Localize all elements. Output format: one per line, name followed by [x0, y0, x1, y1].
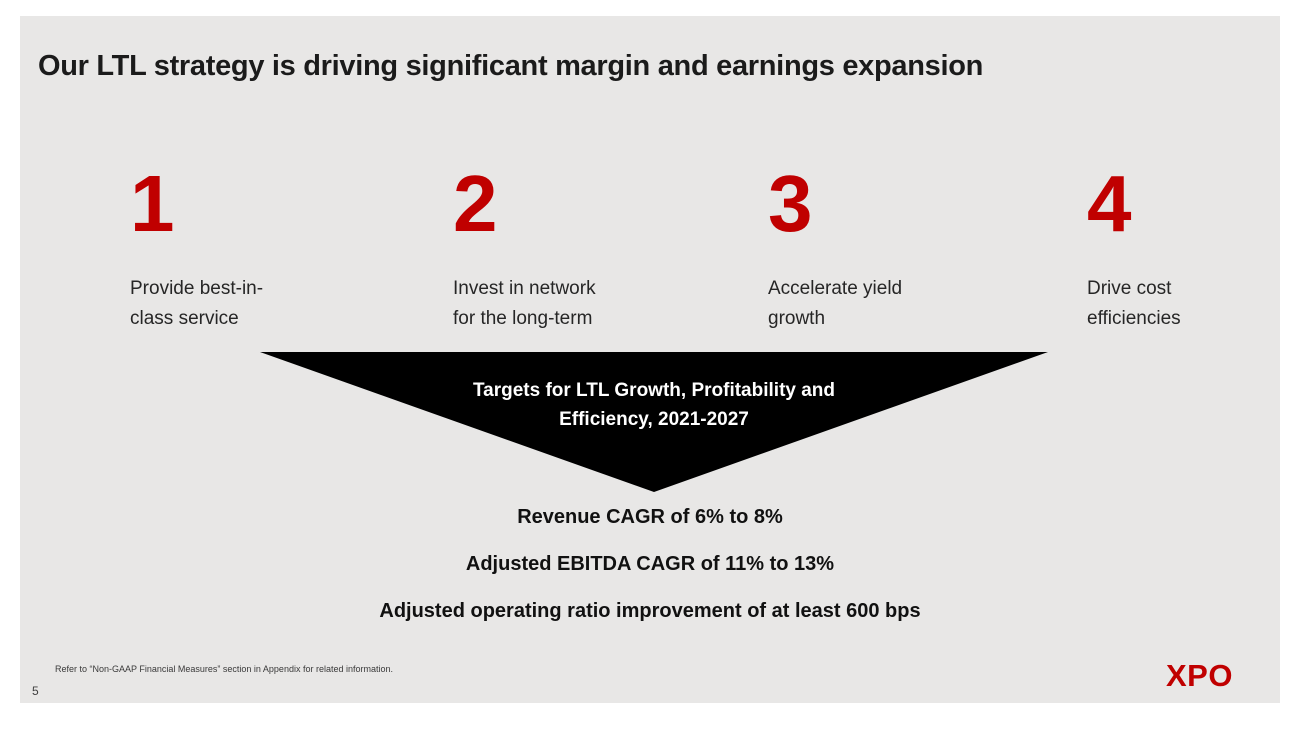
pillar-2-number: 2 — [453, 159, 498, 248]
pillar-3: 3 Accelerate yield growth — [768, 164, 1068, 334]
pillar-2: 2 Invest in network for the long-term — [453, 164, 753, 334]
pillar-1-label-line1: Provide best-in- — [130, 278, 264, 299]
page-number: 5 — [32, 684, 39, 698]
slide-title: Our LTL strategy is driving significant … — [38, 50, 984, 82]
pillar-3-number: 3 — [768, 159, 813, 248]
pillar-4-label: Drive cost efficiencies — [1087, 274, 1300, 334]
footnote: Refer to “Non-GAAP Financial Measures” s… — [55, 664, 393, 674]
target-line-operating-ratio: Adjusted operating ratio improvement of … — [379, 600, 921, 622]
pillar-3-label: Accelerate yield growth — [768, 274, 1068, 334]
xpo-logo: XPO — [1166, 658, 1233, 693]
funnel-title: Targets for LTL Growth, Profitability an… — [260, 352, 1048, 434]
funnel-title-line2: Efficiency, 2021-2027 — [559, 409, 749, 430]
target-line-revenue: Revenue CAGR of 6% to 8% — [517, 506, 783, 528]
pillar-3-label-line1: Accelerate yield — [768, 278, 903, 299]
pillar-2-label-line1: Invest in network — [453, 278, 596, 299]
pillar-3-label-line2: growth — [768, 308, 826, 329]
pillar-4-label-line1: Drive cost — [1087, 278, 1172, 299]
pillar-1-label-line2: class service — [130, 308, 239, 329]
funnel-arrow-shape: Targets for LTL Growth, Profitability an… — [260, 352, 1048, 492]
pillar-4-label-line2: efficiencies — [1087, 308, 1181, 329]
slide: Our LTL strategy is driving significant … — [20, 16, 1280, 703]
pillar-1-number: 1 — [130, 159, 175, 248]
pillar-1-label: Provide best-in- class service — [130, 274, 430, 334]
pillar-4-number: 4 — [1087, 159, 1132, 248]
pillar-4: 4 Drive cost efficiencies — [1087, 164, 1300, 334]
pillar-1: 1 Provide best-in- class service — [130, 164, 430, 334]
pillar-2-label-line2: for the long-term — [453, 308, 593, 329]
target-line-ebitda: Adjusted EBITDA CAGR of 11% to 13% — [465, 553, 835, 575]
pillar-2-label: Invest in network for the long-term — [453, 274, 753, 334]
targets-list: Revenue CAGR of 6% to 8% Adjusted EBITDA… — [20, 494, 1280, 635]
funnel-title-line1: Targets for LTL Growth, Profitability an… — [472, 380, 836, 401]
